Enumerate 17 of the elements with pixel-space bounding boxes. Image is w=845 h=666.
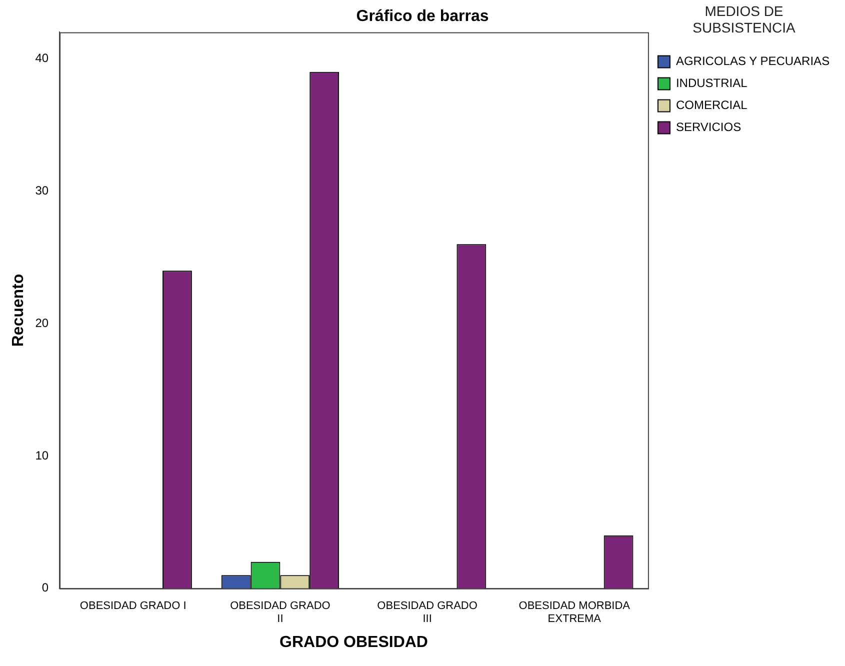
y-axis-title: Recuento [10, 274, 28, 347]
y-tick-label: 40 [35, 51, 49, 65]
x-tick-label: OBESIDAD GRADO I [80, 600, 186, 612]
legend-label: COMERCIAL [676, 98, 748, 112]
x-tick-label: OBESIDAD MORBIDA EXTREMA [518, 600, 631, 626]
y-tick-label: 30 [35, 183, 49, 198]
y-tick-label: 20 [35, 316, 49, 330]
legend-label: SERVICIOS [676, 120, 742, 134]
chart-title: Gráfico de barras [356, 8, 489, 26]
y-tick-label: 10 [35, 448, 49, 462]
x-axis-title: GRADO OBESIDAD [280, 634, 428, 651]
legend-title: MEDIOS DE SUBSISTENCIA [692, 2, 796, 36]
y-tick-label: 0 [42, 580, 49, 595]
legend-label: INDUSTRIAL [676, 76, 748, 90]
legend-label: AGRICOLAS Y PECUARIAS [676, 54, 830, 68]
x-tick-label: OBESIDAD GRADO II [230, 600, 331, 626]
x-tick-label: OBESIDAD GRADO III [377, 600, 478, 626]
